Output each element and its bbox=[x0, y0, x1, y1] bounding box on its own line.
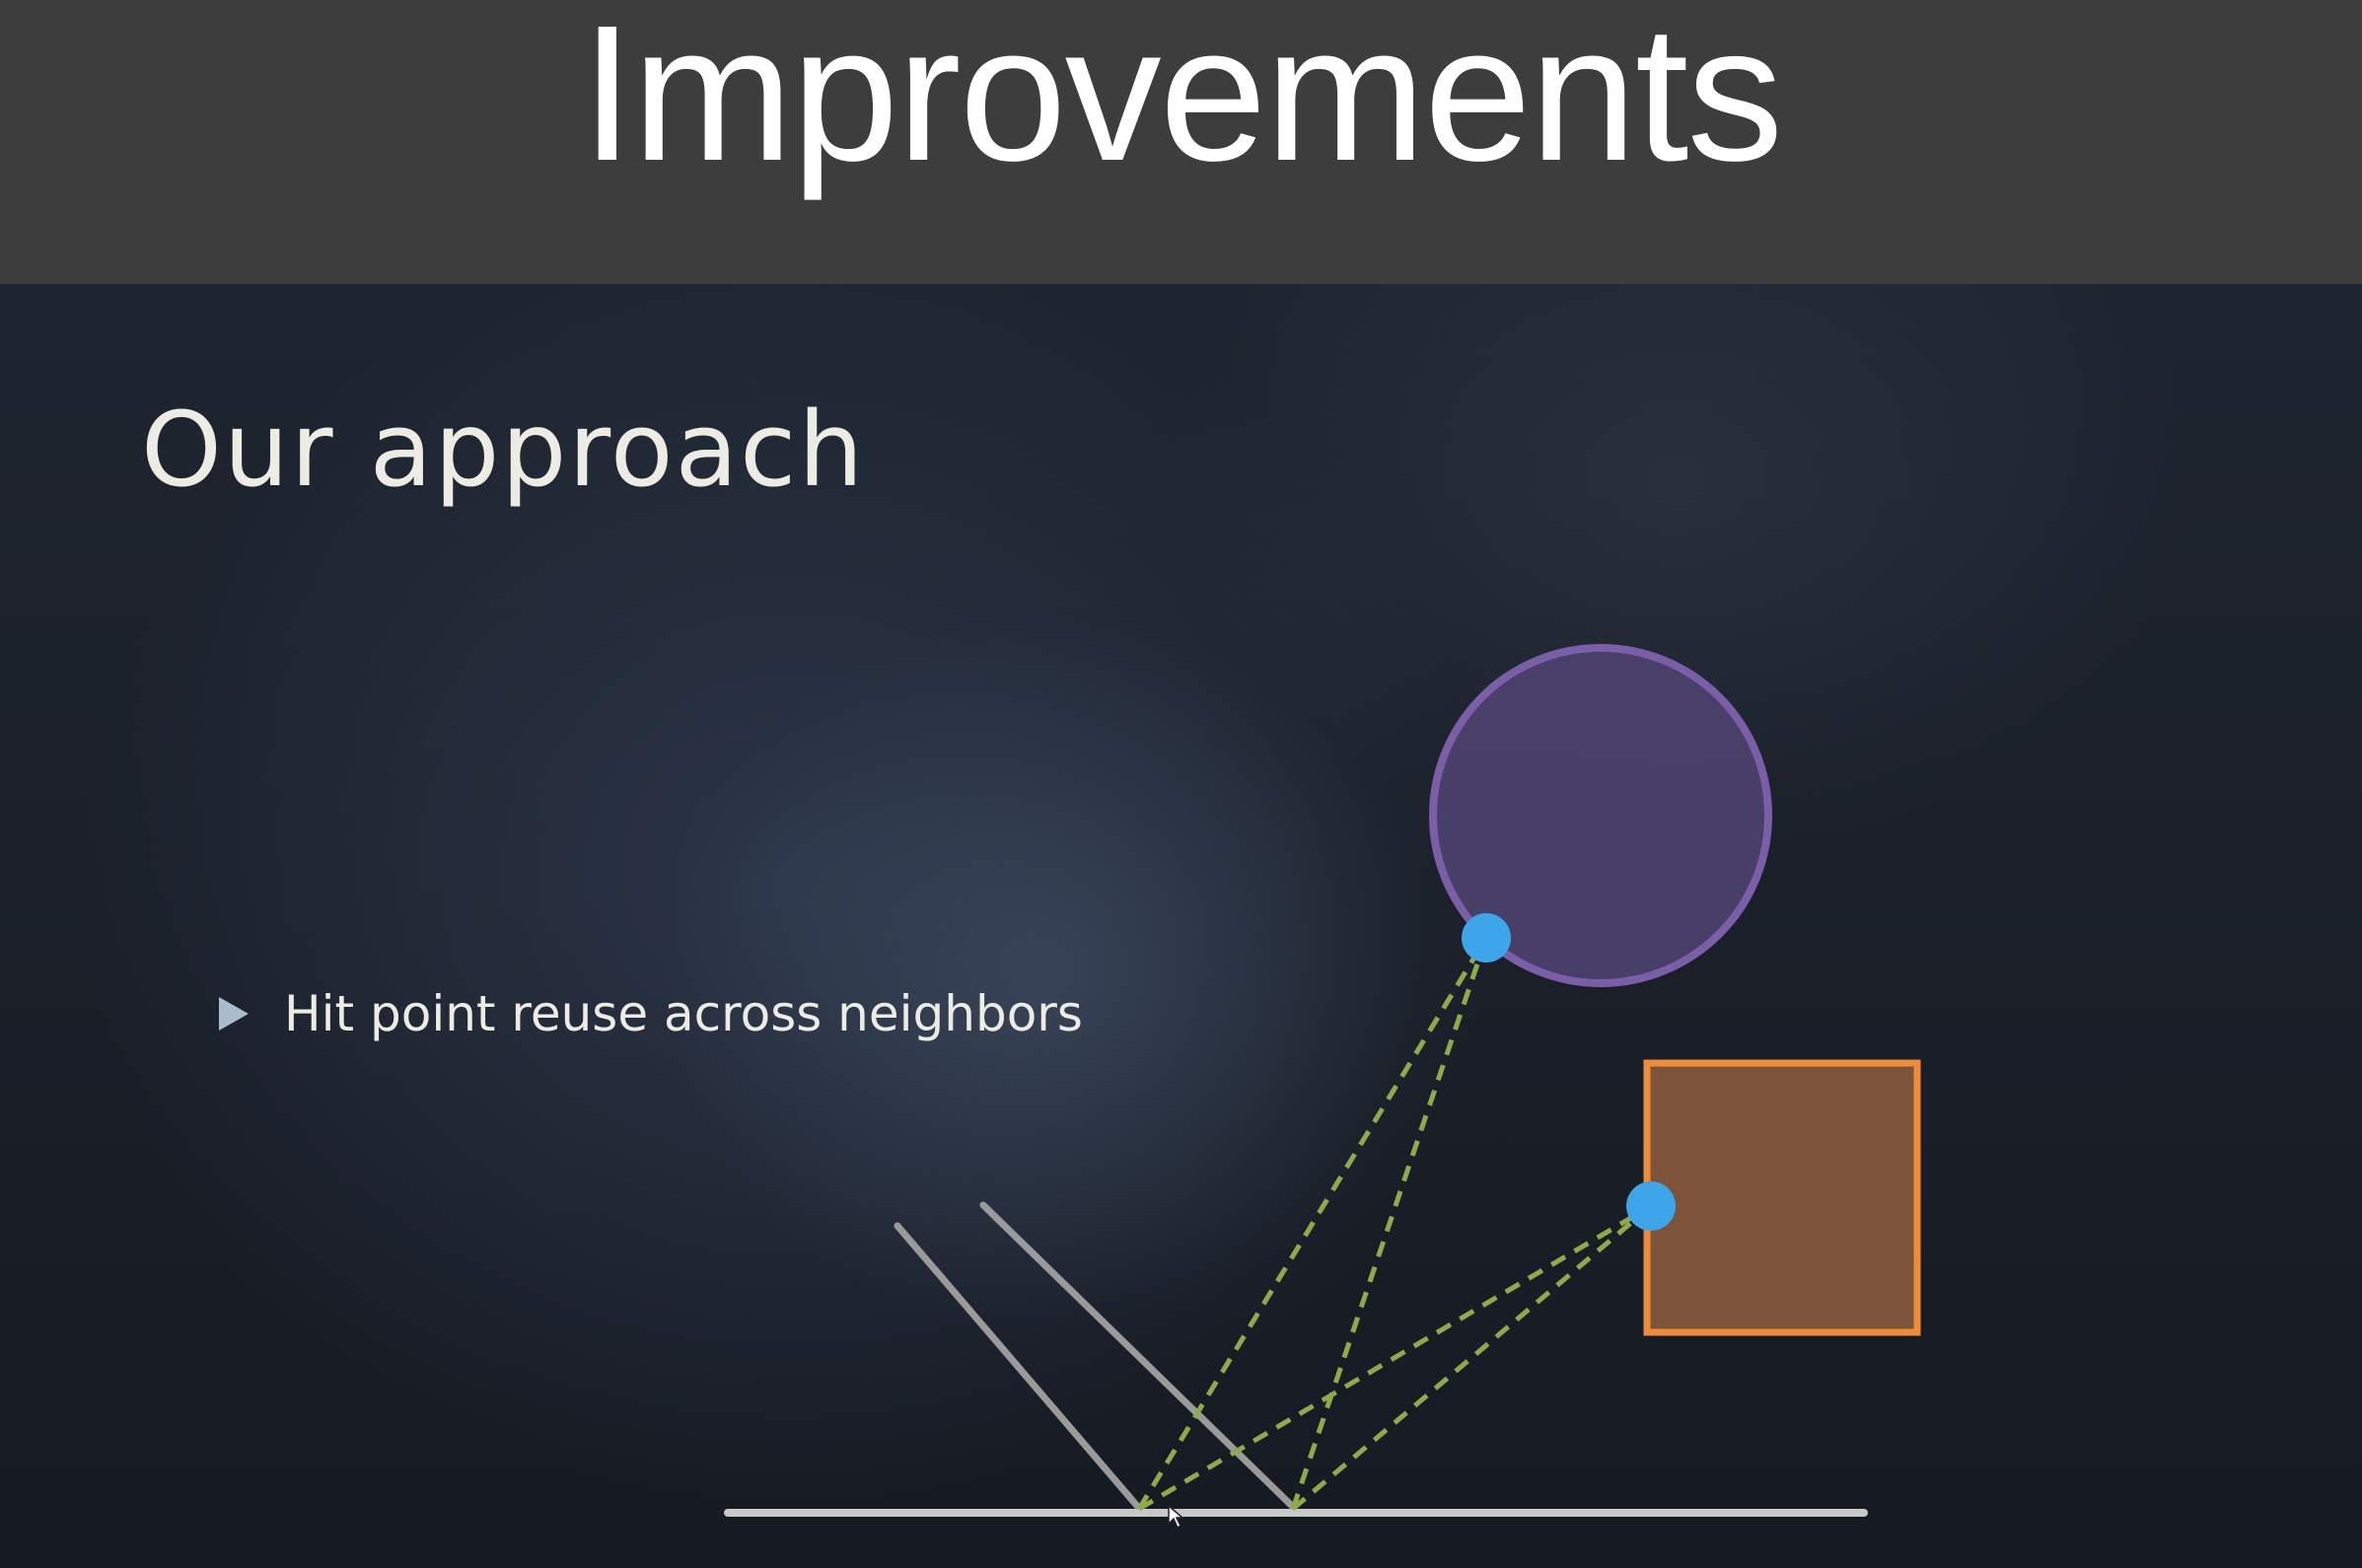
box-object bbox=[1643, 1059, 1921, 1336]
ray-p1-to-sphere bbox=[1136, 936, 1489, 1511]
reused-secondary-rays bbox=[1136, 936, 1653, 1512]
view-ray-left bbox=[894, 1222, 1141, 1510]
mouse-cursor-icon bbox=[1168, 1504, 1185, 1530]
bullet-item: Hit point reuse across neighbors bbox=[219, 979, 1083, 1048]
bullet-text: Hit point reuse across neighbors bbox=[284, 985, 1083, 1042]
ray-p1-to-box bbox=[1137, 1203, 1653, 1512]
hit-point-sphere bbox=[1462, 913, 1511, 962]
ray-p2-to-sphere bbox=[1290, 937, 1489, 1510]
slide-title: Improvements bbox=[580, 0, 1784, 201]
title-bar: Improvements bbox=[0, 0, 2362, 284]
slide-body: Our approach Hit point reuse across neig… bbox=[0, 284, 2362, 1568]
view-ray-right bbox=[979, 1201, 1296, 1510]
triangle-bullet-icon bbox=[219, 997, 249, 1031]
section-heading: Our approach bbox=[141, 390, 866, 510]
hit-point-box bbox=[1626, 1181, 1676, 1231]
sphere-object bbox=[1429, 644, 1772, 987]
